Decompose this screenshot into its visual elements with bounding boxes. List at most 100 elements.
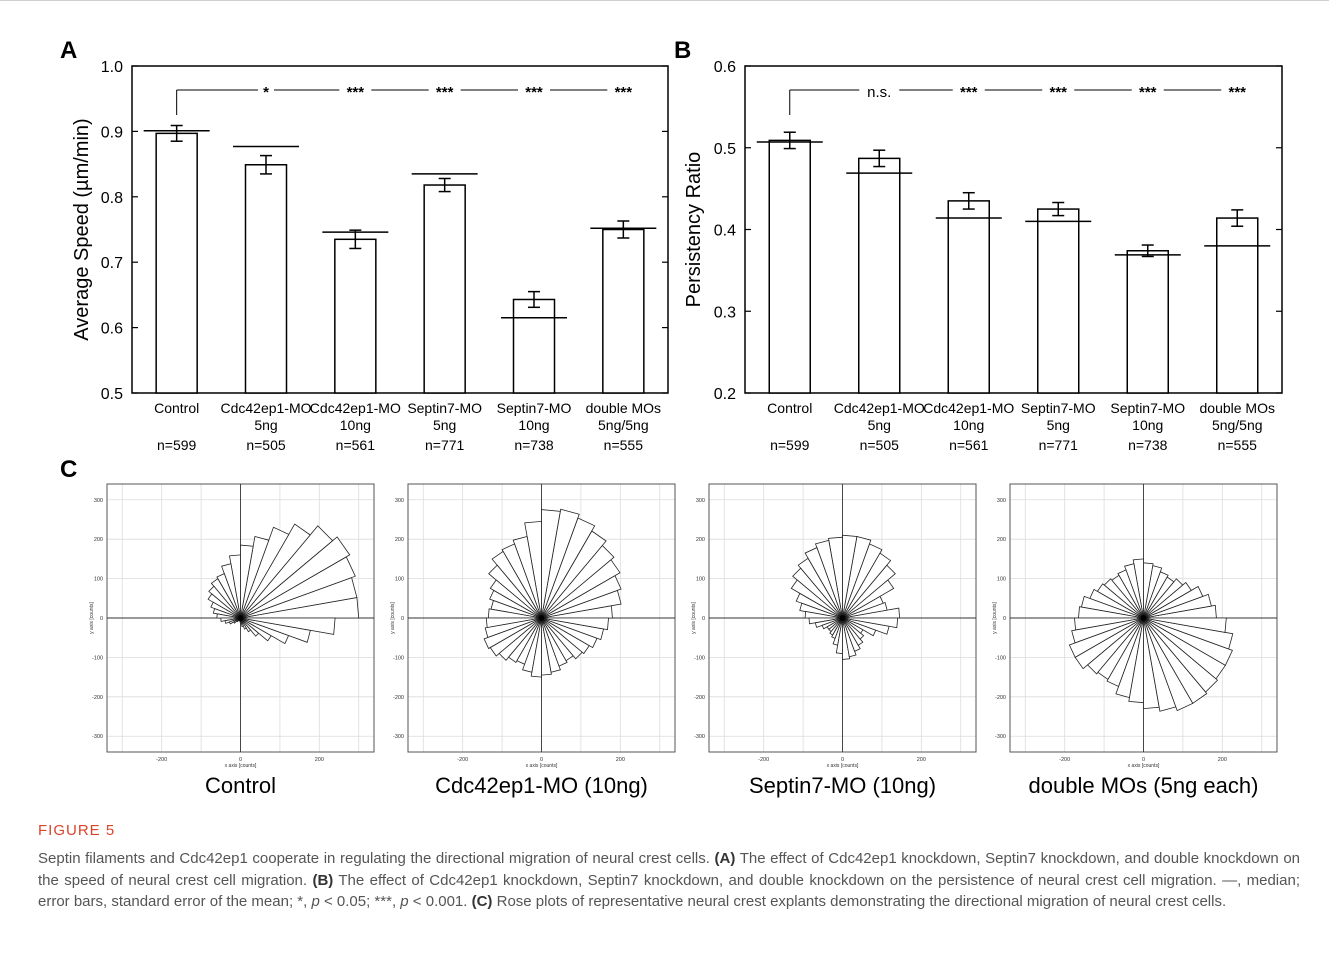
y-tick-label: 0 — [401, 616, 404, 622]
chart-panel-A: A 0.5 0.6 0.7 0.8 0.9 1.0 Average Speed (µm/min… — [60, 37, 669, 453]
x-tick-label: 200 — [917, 757, 926, 763]
bar — [423, 184, 466, 394]
rose-plot: 300 200 100 0 -100 -200 -300 -200 0 200 x axis [co… — [691, 483, 977, 798]
x-tick-label: 0 — [239, 757, 242, 763]
category-label: Cdc42ep1-MO — [310, 400, 401, 416]
y-tick-label: 200 — [94, 537, 103, 543]
caption-run: < 0.05; ***, — [319, 893, 401, 910]
category-n: n=561 — [949, 437, 989, 453]
y-tick-label: 0.7 — [101, 255, 123, 272]
rose-wedge — [1143, 617, 1227, 633]
significance-mark: *** — [1228, 84, 1246, 101]
significance-mark: *** — [1139, 84, 1157, 101]
y-tick-label: 200 — [696, 537, 705, 543]
bar — [602, 228, 645, 394]
x-tick-label: 200 — [315, 757, 324, 763]
category-label: Cdc42ep1-MO — [220, 400, 311, 416]
x-axis-label: x axis [counts] — [225, 763, 257, 769]
category-dose: 10ng — [518, 417, 549, 433]
y-tick-label: -200 — [694, 695, 705, 701]
y-tick-label: 0 — [1003, 616, 1006, 622]
x-tick-label: 200 — [1218, 757, 1227, 763]
significance-mark: *** — [1049, 84, 1067, 101]
bar — [512, 298, 556, 394]
category-n: n=555 — [604, 437, 644, 453]
figure-caption: Septin filaments and Cdc42ep1 cooperate … — [38, 848, 1300, 913]
bar — [334, 238, 377, 394]
y-tick-label: 0.5 — [714, 141, 736, 158]
category-label: Control — [767, 400, 812, 416]
category-n: n=505 — [246, 437, 286, 453]
category-dose: 5ng — [254, 417, 277, 433]
significance-mark: *** — [525, 84, 543, 101]
y-tick-label: 0 — [100, 616, 103, 622]
x-tick-label: -200 — [1059, 757, 1070, 763]
significance-mark: *** — [615, 84, 633, 101]
y-tick-label: 200 — [997, 537, 1006, 543]
category-label: Septin7-MO — [1021, 400, 1096, 416]
category-dose: 5ng — [868, 417, 891, 433]
bar — [155, 132, 198, 394]
bar — [244, 164, 288, 394]
x-tick-label: 0 — [841, 757, 844, 763]
category-dose: 10ng — [340, 417, 371, 433]
panel-letter: B — [674, 37, 691, 64]
rose-wedge — [541, 617, 609, 631]
category-n: n=561 — [336, 437, 376, 453]
y-tick-label: 300 — [395, 498, 404, 504]
y-tick-label: 0.9 — [101, 124, 123, 141]
y-tick-label: 0.6 — [101, 321, 123, 338]
x-axis-label: x axis [counts] — [526, 763, 558, 769]
y-tick-label: 0.4 — [714, 223, 736, 240]
rose-plot: 300 200 100 0 -100 -200 -300 -200 0 200 x axis [co… — [992, 483, 1278, 798]
category-dose: 10ng — [953, 417, 984, 433]
x-tick-label: -200 — [758, 757, 769, 763]
category-n: n=738 — [1128, 437, 1168, 453]
chart-panel-B: B 0.2 0.3 0.4 0.5 0.6 Persistency Ratio Control… — [674, 37, 1283, 453]
category-dose: 10ng — [1132, 417, 1163, 433]
origin-dot — [839, 615, 846, 621]
origin-dot — [1140, 615, 1147, 621]
category-label: Cdc42ep1-MO — [923, 400, 1014, 416]
y-tick-label: -100 — [694, 655, 705, 661]
y-tick-label: 100 — [94, 577, 103, 583]
y-tick-label: -300 — [694, 734, 705, 740]
rose-plot-title: Septin7-MO (10ng) — [749, 773, 936, 798]
category-dose: 5ng — [1047, 417, 1070, 433]
caption-run: The effect of Cdc42ep1 knockdown, Septin… — [38, 871, 1300, 911]
category-label: Septin7-MO — [1110, 400, 1185, 416]
plot-frame — [131, 65, 669, 394]
x-tick-label: -200 — [457, 757, 468, 763]
y-tick-label: 300 — [997, 498, 1006, 504]
y-axis-label: y axis [counts] — [89, 602, 95, 634]
y-axis-label: y axis [counts] — [691, 602, 697, 634]
x-tick-label: -200 — [156, 757, 167, 763]
y-tick-label: 100 — [395, 577, 404, 583]
y-tick-label: -200 — [393, 695, 404, 701]
category-n: n=771 — [425, 437, 465, 453]
y-tick-label: -200 — [995, 695, 1006, 701]
plot-frame — [744, 65, 1283, 394]
y-tick-label: 0.6 — [714, 59, 736, 76]
y-tick-label: 100 — [696, 577, 705, 583]
caption-run: < 0.001. — [408, 893, 472, 910]
origin-dot — [237, 615, 244, 621]
y-tick-label: 300 — [696, 498, 705, 504]
caption-run: (B) — [312, 871, 334, 889]
category-label: Septin7-MO — [407, 400, 482, 416]
category-dose: 5ng — [433, 417, 456, 433]
figure-graphic: A 0.5 0.6 0.7 0.8 0.9 1.0 Average Speed (µm/min… — [60, 37, 1283, 798]
y-tick-label: 1.0 — [101, 59, 123, 76]
rose-plot: 300 200 100 0 -100 -200 -300 -200 0 200 x axis [co… — [390, 483, 676, 798]
y-tick-label: 200 — [395, 537, 404, 543]
rose-wedge — [240, 617, 336, 635]
category-label: Control — [154, 400, 199, 416]
y-axis-label: Persistency Ratio — [683, 152, 705, 308]
rose-plot-title: double MOs (5ng each) — [1029, 773, 1259, 798]
y-tick-label: -100 — [393, 655, 404, 661]
panel-letter: A — [60, 37, 77, 64]
panel-letter: C — [60, 456, 77, 483]
significance-mark: * — [263, 84, 269, 101]
y-tick-label: 0.8 — [101, 190, 123, 207]
bar — [1037, 208, 1080, 394]
